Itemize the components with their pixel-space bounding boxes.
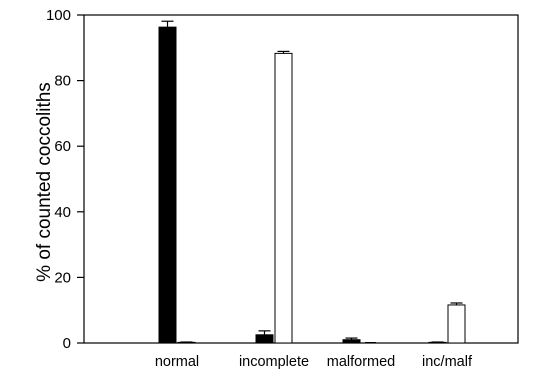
plot-frame	[83, 14, 519, 344]
y-tick-label: 0	[63, 335, 71, 352]
y-tick-label: 60	[54, 138, 71, 155]
y-tick-label: 80	[54, 73, 71, 90]
bar	[158, 26, 177, 344]
bar	[274, 52, 293, 344]
y-axis-title: % of counted coccoliths	[34, 82, 55, 282]
x-category-label: normal	[155, 354, 199, 370]
y-tick-label: 20	[54, 269, 71, 286]
bar	[255, 334, 274, 344]
x-categories: normal incomplete malformed inc/malf	[155, 354, 473, 370]
x-category-label: incomplete	[239, 354, 309, 370]
bars	[158, 20, 466, 344]
x-category-label: inc/malf	[422, 354, 473, 370]
x-category-label: malformed	[327, 354, 396, 370]
bar	[447, 304, 466, 344]
y-tick-label: 40	[54, 204, 71, 221]
bar	[342, 339, 361, 344]
y-tick-label: 100	[46, 7, 71, 24]
y-ticks: 0 20 40 60 80 100	[46, 7, 84, 352]
axes	[83, 14, 519, 344]
